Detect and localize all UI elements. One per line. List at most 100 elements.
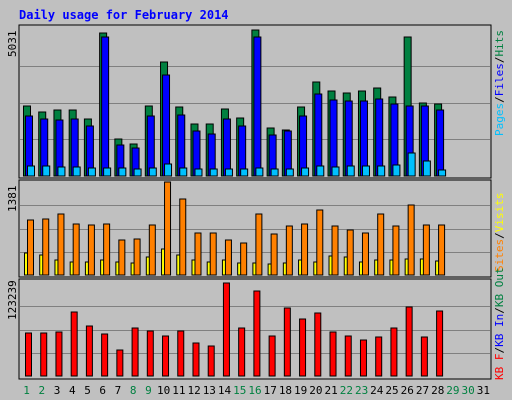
sites-bar [103, 223, 111, 276]
pages-bar [42, 165, 51, 177]
sites-bar [407, 204, 415, 276]
x-label-day: 5 [84, 384, 91, 397]
x-label-day: 20 [309, 384, 322, 397]
pages-bar [103, 167, 112, 177]
kb-f-bar [55, 331, 63, 377]
kb-f-bar [436, 310, 444, 377]
kb-f-bar [405, 306, 413, 377]
pages-bar [194, 168, 203, 177]
files-bar [222, 118, 231, 177]
x-label-day: 22 [340, 384, 353, 397]
x-label-day: 11 [172, 384, 185, 397]
kb-f-bar [329, 331, 337, 377]
legend-kb-f: KB F [493, 354, 506, 381]
pages-bar [422, 160, 431, 177]
kb-f-bar [375, 336, 383, 377]
panel-top-legend: Pages/Files/Hits [493, 30, 506, 136]
sites-bar [194, 232, 202, 276]
pages-bar [179, 167, 188, 177]
sites-bar [118, 239, 126, 276]
sites-bar [164, 181, 172, 276]
sites-bar [209, 232, 217, 276]
pages-bar [301, 167, 310, 177]
x-label-day: 8 [130, 384, 137, 397]
sites-bar [438, 224, 446, 276]
kb-f-bar [222, 282, 230, 377]
sites-bar [57, 213, 65, 276]
sites-bar [392, 225, 400, 276]
pages-bar [392, 164, 401, 177]
pages-bar [285, 168, 294, 177]
panel-middle-legend: Sites/Visits [493, 193, 506, 273]
legend-pages: Pages [493, 103, 506, 136]
x-label-day: 24 [370, 384, 384, 397]
pages-bar [316, 165, 325, 177]
kb-f-bar [25, 332, 32, 377]
x-label-day: 9 [145, 384, 152, 397]
pages-bar [407, 152, 416, 177]
panel-bottom-max-label: 123239 [6, 280, 19, 320]
pages-bar [346, 165, 355, 177]
mid-legend-text: Sites/Visits [493, 193, 506, 273]
x-label-day: 26 [401, 384, 414, 397]
x-label-day: 10 [157, 384, 170, 397]
kb-f-bar [253, 290, 261, 377]
pages-bar [164, 163, 173, 177]
panel-bottom-legend: KB F/KB In/KB Out [493, 267, 506, 380]
kb-f-bar [390, 327, 398, 377]
files-bar [299, 115, 308, 177]
pages-bar [118, 167, 127, 177]
x-label-day: 23 [355, 384, 368, 397]
pages-bar [148, 167, 157, 177]
kb-f-bar [268, 335, 276, 377]
sites-bar [301, 223, 309, 276]
sites-bar [422, 224, 430, 276]
chart-title: Daily usage for February 2014 [19, 8, 229, 22]
sites-bar [42, 218, 50, 276]
files-bar [162, 74, 171, 177]
sites-bar [224, 239, 232, 276]
sites-bar [133, 238, 141, 276]
pages-bar [240, 168, 249, 177]
x-label-day: 7 [115, 384, 122, 397]
files-bar [344, 100, 353, 177]
pages-bar [255, 167, 264, 177]
sites-bar [240, 242, 248, 276]
kb-f-bar [101, 333, 109, 377]
kb-f-bar [40, 332, 48, 377]
x-label-day: 18 [279, 384, 292, 397]
top-legend-text: Pages/Files/Hits [493, 30, 506, 136]
sites-bar [255, 213, 263, 276]
pages-bar [57, 166, 66, 177]
sites-bar [316, 209, 324, 276]
legend-kb-out: KB Out [493, 267, 506, 307]
bot-legend-text: KB F/KB In/KB Out [493, 267, 506, 380]
x-label-day: 29 [446, 384, 459, 397]
files-bar [359, 100, 368, 177]
pages-bar [209, 168, 218, 177]
x-label-day: 3 [54, 384, 61, 397]
legend-sites: Sites [493, 239, 506, 272]
kb-f-bar [283, 307, 291, 377]
sites-bar [377, 213, 385, 276]
hits-files-pages-panel: 5031 Pages/Files/Hits [6, 24, 506, 179]
kb-f-bar [299, 318, 307, 377]
pages-bar [87, 167, 96, 177]
files-bar [436, 109, 445, 177]
pages-bar [377, 165, 386, 177]
pages-bar [27, 165, 35, 177]
pages-bar [361, 165, 370, 177]
x-label-day: 21 [325, 384, 338, 397]
x-label-day: 17 [264, 384, 277, 397]
files-bar [177, 114, 186, 177]
panel-middle-max-label: 1381 [6, 186, 19, 213]
kb-f-bar [116, 349, 124, 377]
pages-bar [72, 166, 81, 177]
kb-f-bar [177, 330, 185, 377]
sites-bar [270, 233, 278, 276]
files-bar [375, 98, 384, 177]
sites-bar [27, 219, 34, 276]
legend-visits: Visits [493, 193, 506, 233]
pages-bar [224, 168, 233, 177]
